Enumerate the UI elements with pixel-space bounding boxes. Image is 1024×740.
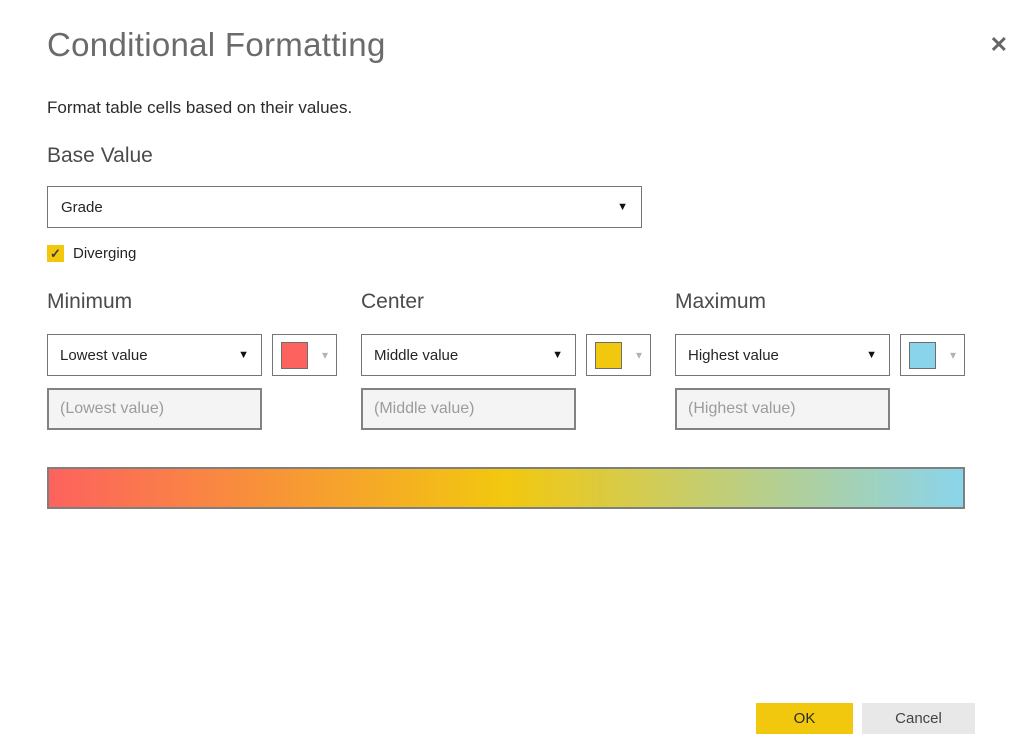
caret-down-icon: ▼ <box>866 349 877 361</box>
diverging-label: Diverging <box>73 245 137 262</box>
minimum-dropdown[interactable]: Lowest value ▼ <box>47 334 262 376</box>
minimum-heading: Minimum <box>47 290 133 313</box>
center-value-input[interactable] <box>361 388 576 430</box>
base-value-selected: Grade <box>61 198 103 216</box>
checkmark-icon: ✓ <box>50 245 61 261</box>
maximum-color-picker[interactable]: ▾ <box>900 334 965 376</box>
maximum-heading: Maximum <box>675 290 767 313</box>
maximum-color-swatch <box>909 341 936 369</box>
page-title: Conditional Formatting <box>47 26 386 63</box>
center-section: Center Middle value ▼ ▾ <box>361 290 651 430</box>
center-color-picker[interactable]: ▾ <box>586 334 651 376</box>
minimum-section: Minimum Lowest value ▼ ▾ <box>47 290 337 430</box>
minimum-value-input[interactable] <box>47 388 262 430</box>
minimum-color-picker[interactable]: ▾ <box>272 334 337 376</box>
chevron-down-icon: ▾ <box>949 348 956 362</box>
conditional-formatting-dialog: ✕ Conditional Formatting Format table ce… <box>0 26 1024 740</box>
center-dropdown-value: Middle value <box>374 346 459 364</box>
maximum-dropdown[interactable]: Highest value ▼ <box>675 334 890 376</box>
diverging-checkbox-row[interactable]: ✓ Diverging <box>47 245 977 262</box>
center-heading: Center <box>361 290 425 313</box>
diverging-checkbox[interactable]: ✓ <box>47 245 64 262</box>
close-icon[interactable]: ✕ <box>989 32 1008 57</box>
caret-down-icon: ▼ <box>238 349 249 361</box>
minimum-dropdown-value: Lowest value <box>60 346 148 364</box>
chevron-down-icon: ▾ <box>635 348 642 362</box>
chevron-down-icon: ▾ <box>321 348 328 362</box>
dialog-footer: OK Cancel <box>756 703 975 734</box>
gradient-preview-bar <box>47 467 965 509</box>
maximum-dropdown-value: Highest value <box>688 346 779 364</box>
base-value-label: Base Value <box>47 144 153 167</box>
center-color-swatch <box>595 341 622 369</box>
maximum-section: Maximum Highest value ▼ ▾ <box>675 290 965 430</box>
range-columns: Minimum Lowest value ▼ ▾ Center Middle v… <box>47 290 977 430</box>
ok-button[interactable]: OK <box>756 703 853 734</box>
caret-down-icon: ▼ <box>552 349 563 361</box>
base-value-dropdown[interactable]: Grade ▼ <box>47 186 642 228</box>
cancel-button[interactable]: Cancel <box>862 703 975 734</box>
minimum-color-swatch <box>281 341 308 369</box>
caret-down-icon: ▼ <box>617 201 628 213</box>
dialog-subtitle: Format table cells based on their values… <box>47 98 353 117</box>
center-dropdown[interactable]: Middle value ▼ <box>361 334 576 376</box>
maximum-value-input[interactable] <box>675 388 890 430</box>
